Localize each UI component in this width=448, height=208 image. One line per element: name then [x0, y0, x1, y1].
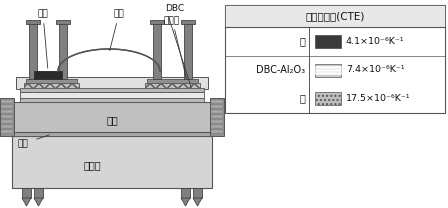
Text: 焊锡层: 焊锡层 — [163, 16, 179, 25]
Text: 7.4×10⁻⁶K⁻¹: 7.4×10⁻⁶K⁻¹ — [346, 66, 405, 74]
Text: 引线: 引线 — [110, 9, 125, 51]
Bar — [211, 125, 223, 128]
Bar — [12, 132, 212, 136]
Text: 热胶: 热胶 — [17, 139, 28, 148]
Bar — [315, 63, 341, 77]
Bar — [193, 188, 202, 198]
Bar — [211, 115, 223, 118]
Bar — [184, 24, 192, 79]
Bar — [1, 105, 13, 108]
Bar — [211, 105, 223, 108]
Bar — [12, 102, 212, 132]
Bar — [26, 20, 40, 24]
Text: 硅: 硅 — [299, 36, 305, 46]
Bar — [1, 130, 13, 133]
Bar — [181, 188, 190, 198]
Text: 基板: 基板 — [106, 115, 118, 125]
Bar — [34, 188, 43, 198]
Bar — [150, 20, 164, 24]
Bar — [1, 115, 13, 118]
Bar — [20, 92, 204, 98]
Text: 热膨胀系数(CTE): 热膨胀系数(CTE) — [306, 11, 365, 21]
Bar — [315, 92, 341, 105]
Text: 17.5×10⁻⁶K⁻¹: 17.5×10⁻⁶K⁻¹ — [346, 94, 411, 103]
Bar — [29, 24, 37, 79]
Bar — [211, 130, 223, 133]
Bar — [145, 83, 200, 88]
Text: 锐: 锐 — [299, 94, 305, 104]
Polygon shape — [34, 198, 43, 206]
Bar — [211, 120, 223, 123]
Bar — [26, 79, 77, 83]
Bar — [12, 136, 212, 188]
Text: 硅片: 硅片 — [38, 9, 48, 68]
Bar — [225, 5, 445, 27]
Bar — [20, 98, 204, 102]
Text: DBC-Al₂O₃: DBC-Al₂O₃ — [256, 65, 305, 75]
Bar — [147, 79, 198, 83]
Bar — [211, 100, 223, 103]
Bar — [24, 83, 79, 88]
Bar — [0, 98, 14, 136]
Polygon shape — [181, 198, 190, 206]
Bar — [26, 79, 77, 83]
Bar — [22, 188, 31, 198]
Bar — [1, 110, 13, 113]
Bar — [20, 88, 204, 92]
Bar — [1, 125, 13, 128]
Bar — [145, 83, 200, 88]
Text: 散热片: 散热片 — [83, 160, 101, 170]
Bar — [16, 77, 208, 89]
Bar — [59, 24, 67, 79]
Bar — [56, 20, 70, 24]
Bar — [24, 83, 79, 88]
Bar — [210, 98, 224, 136]
Bar — [1, 120, 13, 123]
Polygon shape — [22, 198, 31, 206]
Text: 4.1×10⁻⁶K⁻¹: 4.1×10⁻⁶K⁻¹ — [346, 37, 405, 46]
Bar — [211, 110, 223, 113]
Bar — [1, 100, 13, 103]
Bar — [181, 20, 195, 24]
Bar — [225, 5, 445, 113]
Bar — [315, 35, 341, 48]
Text: DBC: DBC — [165, 4, 184, 13]
Bar — [153, 24, 161, 79]
Bar — [34, 71, 62, 79]
Polygon shape — [193, 198, 202, 206]
Bar — [34, 71, 62, 79]
Bar — [147, 79, 198, 83]
